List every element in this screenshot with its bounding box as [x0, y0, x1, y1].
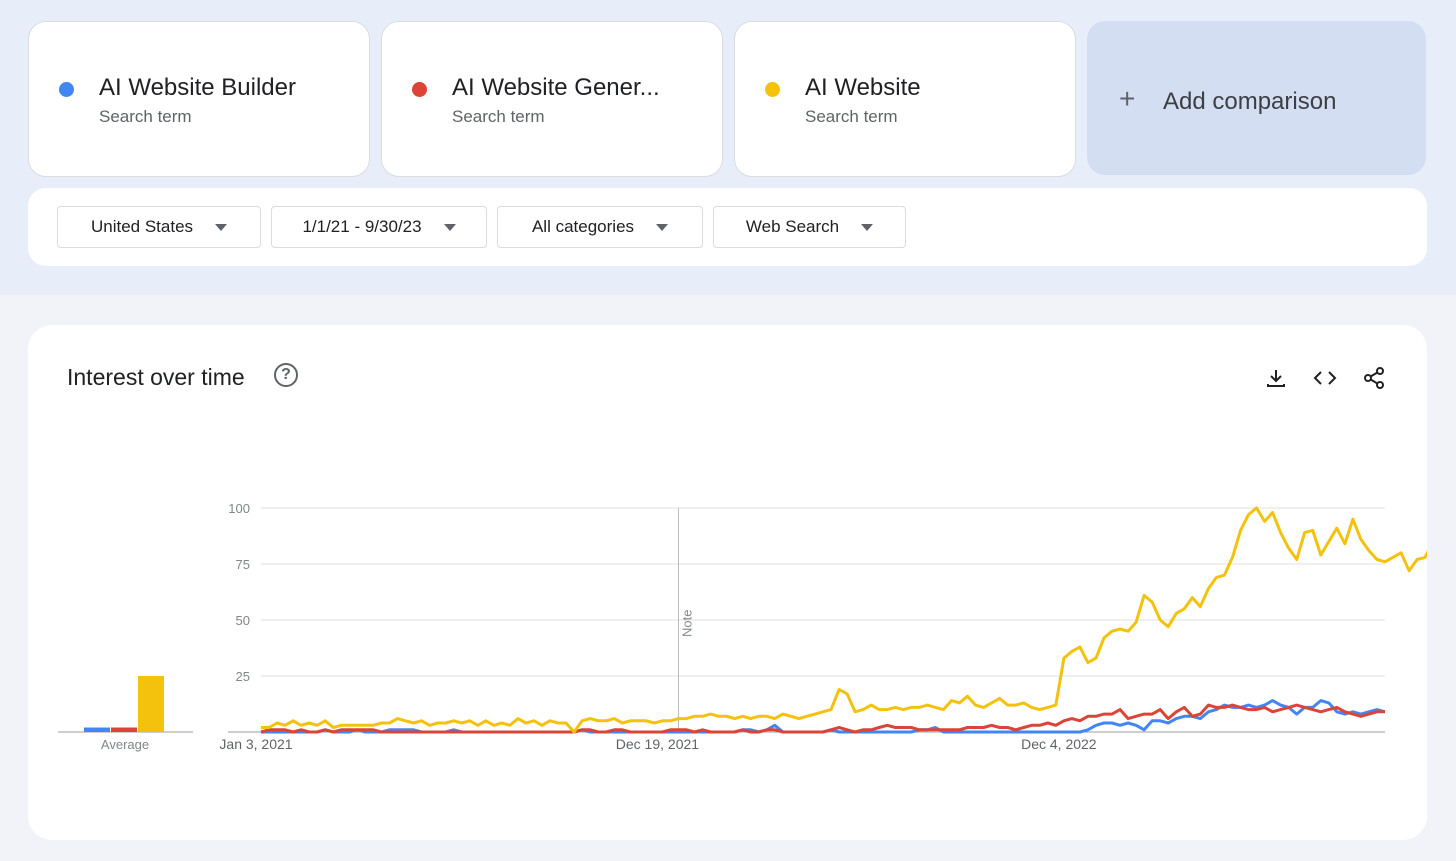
term-name: AI Website Gener...	[452, 74, 660, 101]
caret-down-icon	[861, 223, 874, 231]
average-bar	[138, 676, 164, 732]
average-label: Average	[101, 737, 149, 752]
caret-down-icon	[656, 223, 669, 231]
y-tick-label: 50	[236, 613, 250, 628]
category-dropdown[interactable]: All categories	[497, 206, 703, 248]
interest-chart: 25 50 75 100 Note Average Jan 3, 2021 Dec 19,…	[58, 501, 1427, 752]
x-tick-label: Dec 19, 2021	[616, 736, 699, 752]
search-type-label: Web Search	[745, 217, 840, 236]
term-card-ai-website[interactable]: AI Website Search term	[734, 21, 1076, 177]
category-label: All categories	[531, 217, 635, 236]
plus-icon: +	[1119, 83, 1136, 114]
y-tick-label: 25	[236, 669, 250, 684]
chart-title: Interest over time	[67, 364, 245, 390]
help-icon[interactable]: ?	[274, 363, 298, 387]
embed-code-icon[interactable]	[1312, 365, 1338, 391]
series-line	[260, 703, 1385, 734]
region-dropdown[interactable]: United States	[57, 206, 261, 248]
term-subtitle: Search term	[805, 107, 898, 126]
term-name: AI Website	[805, 74, 921, 101]
term-color-dot	[765, 82, 780, 97]
term-card-ai-website-builder[interactable]: AI Website Builder Search term	[28, 21, 370, 177]
term-color-dot	[412, 82, 427, 97]
region-label: United States	[90, 217, 194, 236]
x-tick-label: Dec 4, 2022	[1021, 736, 1097, 752]
series-line	[261, 699, 1386, 734]
add-comparison-button[interactable]: + Add comparison	[1087, 21, 1426, 175]
x-tick-label: Jan 3, 2021	[219, 736, 292, 752]
add-comparison-label: Add comparison	[1163, 88, 1337, 115]
search-type-dropdown[interactable]: Web Search	[713, 206, 906, 248]
caret-down-icon	[215, 223, 228, 231]
share-icon[interactable]	[1361, 365, 1387, 391]
series-line	[261, 506, 1427, 734]
term-color-dot	[59, 82, 74, 97]
y-tick-label: 75	[236, 557, 250, 572]
average-bar	[111, 727, 137, 732]
caret-down-icon	[443, 223, 456, 231]
note-label[interactable]: Note	[679, 610, 694, 637]
term-name: AI Website Builder	[99, 74, 296, 101]
filter-bar: United States 1/1/21 - 9/30/23 All categ…	[28, 188, 1427, 266]
term-subtitle: Search term	[99, 107, 192, 126]
average-bar	[84, 727, 110, 732]
interest-over-time-card: Interest over time ? 25 50 75 100 Note Avera…	[28, 325, 1427, 840]
y-tick-label: 100	[228, 501, 250, 516]
term-card-ai-website-generator[interactable]: AI Website Gener... Search term	[381, 21, 723, 177]
term-subtitle: Search term	[452, 107, 545, 126]
download-icon[interactable]	[1263, 365, 1289, 391]
date-range-dropdown[interactable]: 1/1/21 - 9/30/23	[271, 206, 487, 248]
date-range-label: 1/1/21 - 9/30/23	[302, 217, 422, 236]
